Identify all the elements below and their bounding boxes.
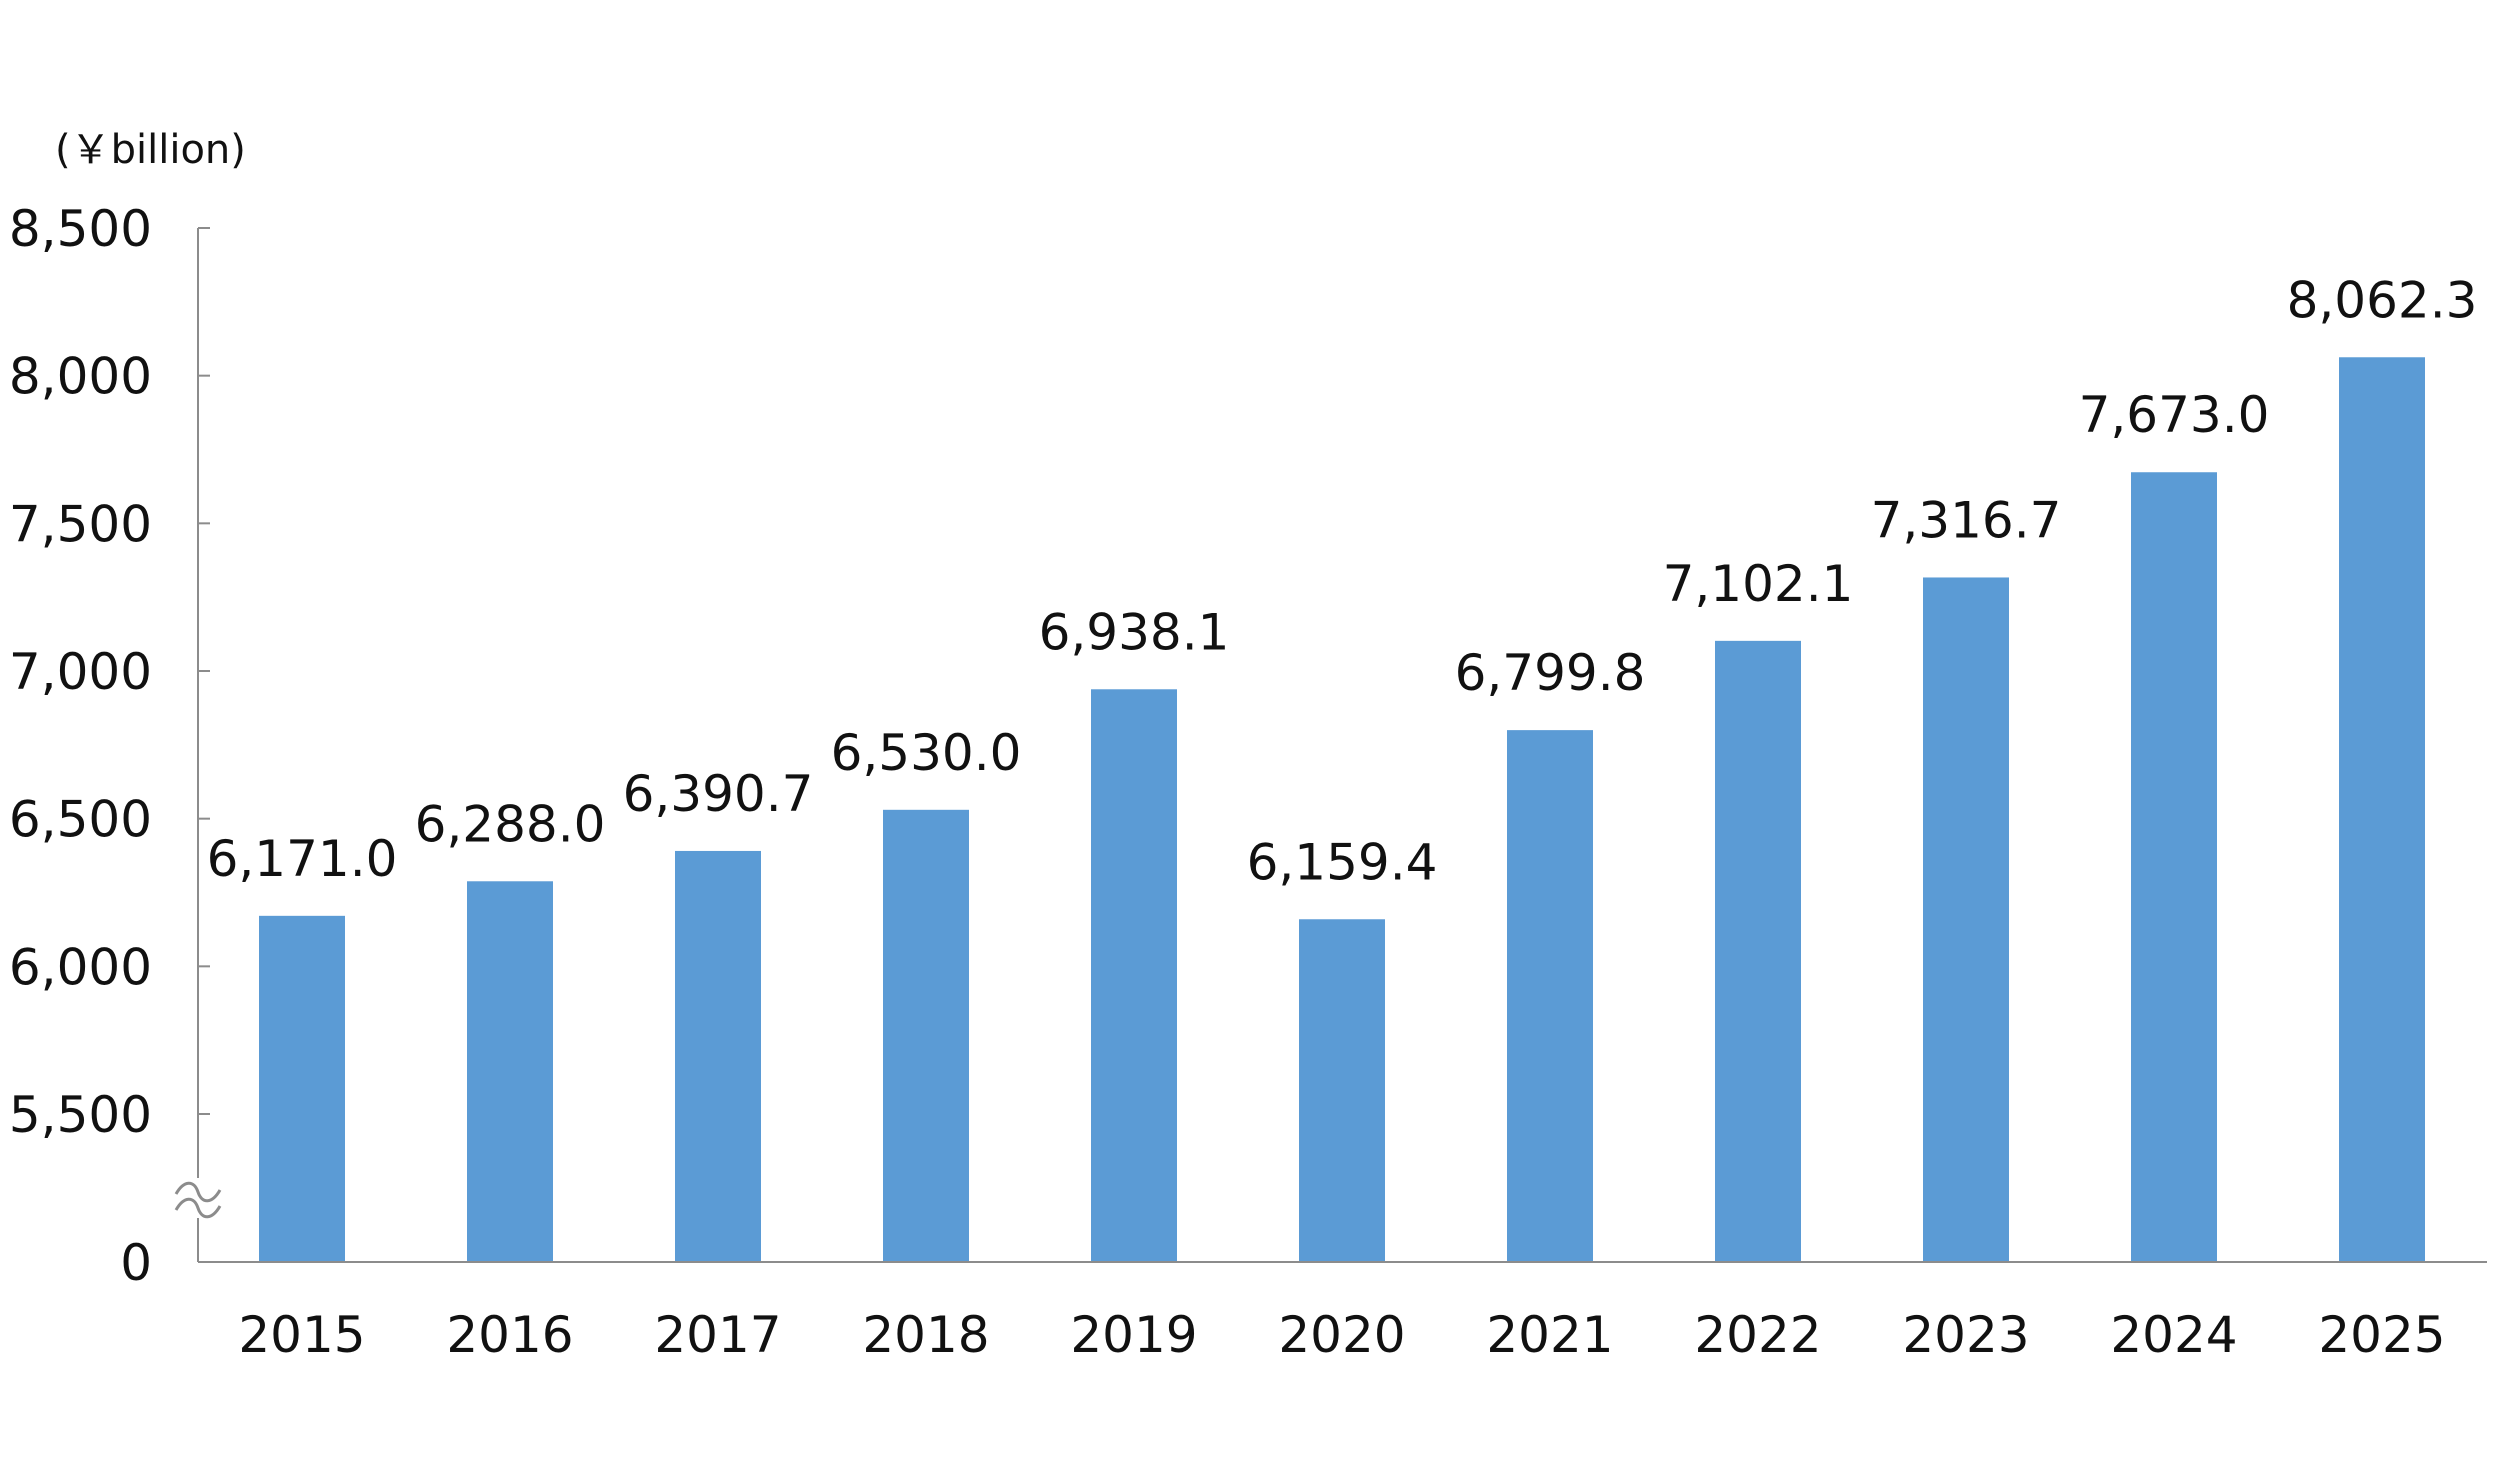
axes-layer: [172, 227, 2487, 1263]
x-tick-label-2017: 2017: [654, 1306, 781, 1364]
data-label-2023: 7,316.7: [1871, 491, 2062, 549]
bar-2016: [467, 881, 553, 1262]
x-tick-label-2023: 2023: [1902, 1306, 2029, 1364]
x-tick-label-2015: 2015: [238, 1306, 365, 1364]
bar-2020: [1299, 919, 1385, 1262]
x-tick-label-2021: 2021: [1486, 1306, 1613, 1364]
x-tick-label-2019: 2019: [1070, 1306, 1197, 1364]
x-tick-label-2016: 2016: [446, 1306, 573, 1364]
labels-layer: 6,171.0 2015 6,288.0 2016 6,390.7 2017 6,530.0…: [9, 200, 2478, 1364]
y-tick-label-6000: 6,000: [9, 938, 152, 996]
bar-2024: [2131, 472, 2217, 1262]
y-tick-label-8500: 8,500: [9, 200, 152, 258]
bar-2015: [259, 915, 345, 1262]
y-tick-label-7500: 7,500: [9, 495, 152, 553]
y-tick-label-6500: 6,500: [9, 791, 152, 849]
data-label-2022: 7,102.1: [1663, 555, 1854, 613]
y-tick-label-7000: 7,000: [9, 643, 152, 701]
bar-2021: [1507, 730, 1593, 1262]
bar-2025: [2339, 357, 2425, 1262]
bars-layer: [259, 357, 2425, 1262]
axis-break-icon: [172, 1178, 224, 1219]
x-tick-label-2022: 2022: [1694, 1306, 1821, 1364]
y-tick-label-0: 0: [120, 1234, 152, 1292]
bar-2022: [1715, 640, 1801, 1262]
x-tick-label-2024: 2024: [2110, 1306, 2237, 1364]
data-label-2024: 7,673.0: [2079, 386, 2270, 444]
x-tick-label-2020: 2020: [1278, 1306, 1405, 1364]
data-label-2015: 6,171.0: [207, 830, 398, 888]
bar-2018: [883, 809, 969, 1262]
data-label-2019: 6,938.1: [1039, 603, 1230, 661]
data-label-2021: 6,799.8: [1455, 644, 1646, 702]
x-tick-label-2025: 2025: [2318, 1306, 2445, 1364]
bar-2019: [1091, 689, 1177, 1262]
data-label-2018: 6,530.0: [831, 724, 1022, 782]
data-label-2025: 8,062.3: [2287, 271, 2478, 329]
bar-2023: [1923, 577, 2009, 1262]
data-label-2020: 6,159.4: [1247, 833, 1438, 891]
data-label-2017: 6,390.7: [623, 765, 814, 823]
data-label-2016: 6,288.0: [415, 795, 606, 853]
x-tick-label-2018: 2018: [862, 1306, 989, 1364]
y-tick-label-5500: 5,500: [9, 1086, 152, 1144]
y-tick-label-8000: 8,000: [9, 348, 152, 406]
bar-2017: [675, 850, 761, 1262]
unit-label: (￥billion): [55, 127, 246, 173]
